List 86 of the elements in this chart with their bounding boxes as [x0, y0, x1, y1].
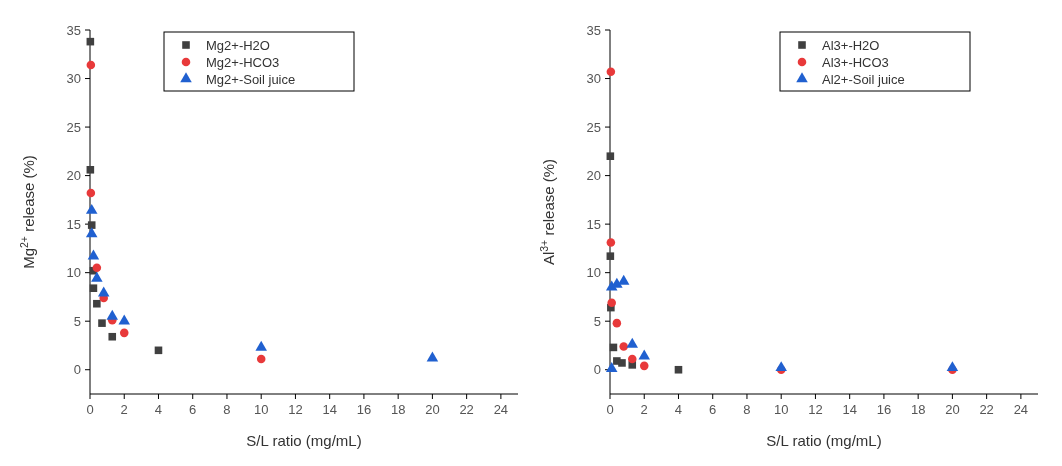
x-tick-label: 14	[842, 402, 857, 417]
x-tick-label: 4	[674, 402, 683, 417]
point	[108, 332, 117, 341]
y-tick-label: 0	[73, 362, 81, 378]
y-tick-label: 25	[586, 119, 601, 135]
x-tick-label: 24	[493, 402, 509, 417]
point	[606, 252, 615, 260]
point	[93, 299, 101, 308]
y-tick-label: 25	[66, 119, 81, 135]
point	[619, 342, 628, 351]
x-axis-title: S/L ratio (mg/mL)	[766, 432, 882, 449]
legend-label: Mg2+-H2O	[206, 38, 270, 53]
x-tick-label: 12	[808, 402, 823, 417]
point	[606, 238, 616, 247]
point	[946, 361, 959, 372]
y-tick-label: 30	[66, 71, 81, 87]
y-tick-label: 5	[593, 313, 601, 329]
point	[255, 340, 267, 351]
point	[89, 284, 98, 292]
point	[118, 314, 131, 325]
x-tick-label: 10	[253, 402, 269, 417]
y-tick-label: 30	[586, 71, 601, 87]
point	[92, 263, 102, 273]
x-tick-label: 4	[154, 402, 163, 417]
x-tick-label: 6	[709, 402, 717, 417]
x-tick-label: 22	[459, 402, 474, 417]
point	[674, 365, 683, 374]
x-tick-label: 2	[640, 402, 648, 417]
y-tick-label: 15	[66, 216, 81, 232]
point	[85, 203, 98, 214]
y-tick-label: 35	[66, 22, 81, 38]
point	[86, 60, 96, 70]
point	[606, 67, 616, 77]
legend-label: Mg2+-HCO3	[206, 55, 280, 70]
point	[91, 271, 103, 282]
x-tick-label: 24	[1013, 402, 1029, 417]
x-tick-label: 20	[945, 402, 960, 417]
point	[638, 349, 651, 360]
y-tick-label: 5	[73, 313, 81, 329]
x-tick-label: 2	[120, 402, 128, 417]
y-tick-label: 10	[586, 265, 601, 281]
point	[97, 286, 110, 297]
point	[119, 328, 129, 338]
point	[627, 354, 637, 364]
x-tick-label: 12	[288, 402, 303, 417]
x-tick-label: 16	[876, 402, 892, 417]
x-tick-label: 18	[910, 402, 926, 417]
point	[426, 351, 439, 362]
point	[605, 362, 618, 373]
point	[612, 318, 622, 328]
point	[86, 188, 96, 198]
point	[86, 165, 95, 174]
point	[98, 319, 106, 327]
point	[618, 359, 626, 367]
legend-label: Al3+-HCO3	[822, 55, 889, 70]
x-tick-label: 8	[743, 402, 751, 417]
y-tick-label: 20	[66, 168, 81, 184]
x-tick-label: 16	[356, 402, 372, 417]
legend-label: Mg2+-Soil juice	[206, 72, 296, 87]
y-tick-label: 15	[586, 216, 601, 232]
x-tick-label: 6	[189, 402, 197, 417]
x-axis-title: S/L ratio (mg/mL)	[246, 432, 362, 449]
point	[85, 227, 98, 238]
y-tick-label: 0	[593, 362, 601, 378]
point	[87, 221, 96, 229]
point	[775, 361, 787, 372]
x-tick-label: 0	[606, 402, 614, 417]
x-tick-label: 20	[425, 402, 440, 417]
x-tick-label: 18	[390, 402, 406, 417]
point	[607, 298, 616, 308]
legend-label: Al3+-H2O	[822, 38, 880, 53]
x-tick-label: 14	[322, 402, 337, 417]
x-tick-label: 8	[223, 402, 231, 417]
legend-label: Al2+-Soil juice	[822, 72, 905, 87]
point	[256, 354, 266, 364]
x-tick-label: 22	[979, 402, 994, 417]
point	[106, 309, 119, 320]
y-tick-label: 10	[66, 265, 81, 281]
point	[87, 249, 100, 260]
point	[606, 152, 615, 160]
y-tick-label: 20	[586, 168, 601, 184]
x-tick-label: 10	[773, 402, 789, 417]
point	[626, 337, 639, 348]
point	[639, 361, 649, 371]
y-tick-label: 35	[586, 22, 601, 38]
x-tick-label: 0	[86, 402, 94, 417]
